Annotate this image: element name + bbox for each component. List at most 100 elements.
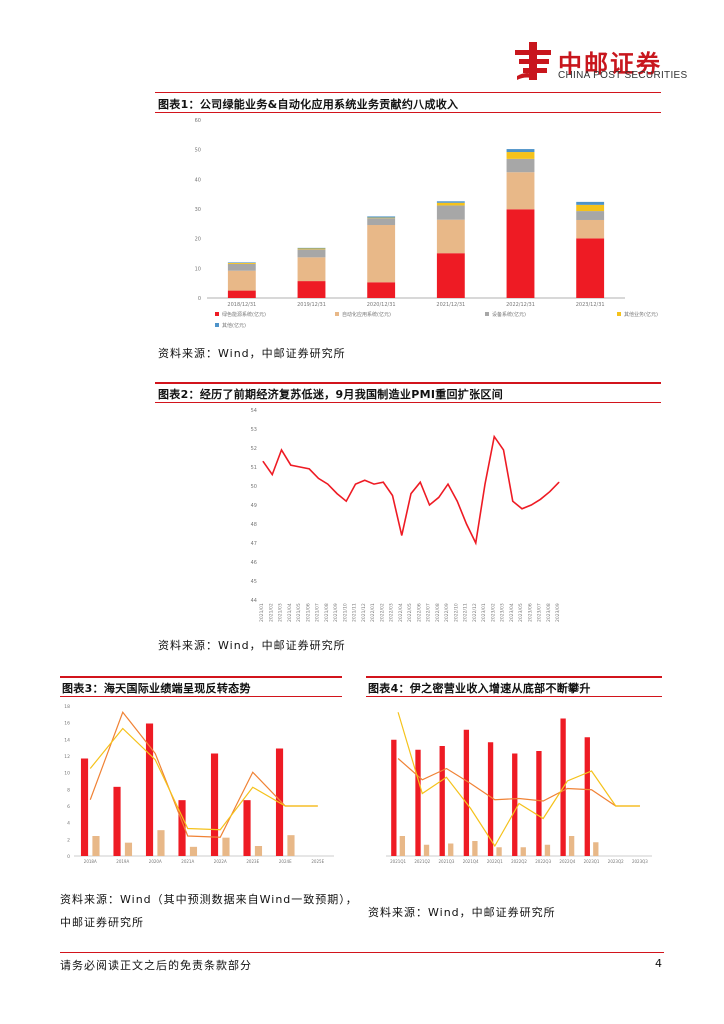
legend-swatch [617, 312, 621, 316]
pmi-data-point [392, 495, 393, 496]
x-tick-label: 2023/08 [546, 603, 552, 622]
stacked-bar-segment [367, 216, 396, 218]
y-tick-label: 53 [251, 427, 257, 433]
growth-line [397, 758, 640, 807]
pmi-data-point [475, 542, 477, 544]
bar [472, 841, 478, 856]
bar [80, 758, 89, 856]
pmi-data-point [262, 460, 264, 462]
x-tick-label: 2021/04 [287, 603, 293, 622]
pmi-data-point [410, 493, 412, 494]
figure2-title-rule [155, 402, 661, 403]
figure3-title-rule [60, 696, 342, 697]
x-tick-label: 2022/12/31 [506, 302, 535, 308]
stacked-bar-segment [227, 270, 256, 291]
y-tick-label: 30 [195, 207, 201, 213]
y-tick-label: 51 [251, 465, 257, 471]
x-tick-label: 2021Q4 [463, 859, 479, 864]
bar [439, 746, 445, 856]
x-tick-label: 2021/12 [361, 603, 367, 622]
pmi-data-point [281, 449, 282, 451]
pmi-series-line [262, 434, 560, 546]
y-tick-label: 0 [67, 854, 70, 860]
china-post-logo-icon [513, 40, 555, 82]
x-tick-label: 2023Q3 [632, 859, 648, 864]
figure2-chart: 44 45 46 47 48 49 50 51 52 53 54 2021/01 2021/02 2021… [251, 408, 561, 622]
stacked-bar-segment [367, 282, 396, 298]
bar [520, 847, 526, 856]
figure1-source: 资料来源：Wind，中邮证券研究所 [158, 347, 346, 360]
footer-rule [60, 952, 664, 953]
bar [568, 836, 575, 856]
y-tick-label: 52 [251, 446, 257, 452]
stacked-bar-segment [506, 152, 535, 159]
pmi-data-point [456, 500, 458, 502]
x-tick-label: 2021/02 [268, 603, 274, 622]
y-tick-label: 47 [251, 541, 257, 547]
stacked-bar-segment [297, 248, 326, 250]
pmi-data-point [429, 504, 430, 506]
pmi-data-point [382, 481, 384, 483]
figure3-source-line1: 资料来源：Wind（其中预测数据来自Wind一致预期）， [60, 893, 358, 906]
growth-line [89, 727, 318, 831]
pmi-data-point [512, 500, 514, 502]
y-tick-label: 49 [251, 503, 257, 509]
bar [448, 843, 454, 856]
stacked-bar-segment [297, 249, 326, 258]
figure1-title-rule [155, 112, 661, 113]
pmi-data-point [419, 481, 421, 483]
stacked-bar-segment [506, 149, 535, 153]
legend-swatch [485, 312, 489, 316]
stacked-bar-segment [436, 205, 465, 220]
y-tick-label: 12 [64, 754, 70, 760]
x-tick-label: 2022Q1 [487, 859, 503, 864]
legend-label: 自动化应用系统(亿元) [342, 311, 391, 318]
stacked-bar-segment [297, 257, 326, 282]
x-tick-label: 2022Q3 [535, 859, 551, 864]
x-tick-label: 2021A [181, 859, 194, 864]
bar [145, 723, 154, 856]
pmi-data-point [447, 483, 449, 485]
stacked-bar-segment [227, 262, 256, 263]
x-tick-label: 2021Q1 [390, 859, 406, 864]
figure2-source: 资料来源：Wind，中邮证券研究所 [158, 639, 346, 652]
figure4-title: 图表4：伊之密营业收入增速从底部不断攀升 [368, 682, 591, 695]
pmi-data-point [327, 483, 329, 485]
footer-disclaimer: 请务必阅读正文之后的免责条款部分 [60, 959, 252, 972]
x-tick-label: 2023/07 [537, 603, 543, 622]
bar [391, 739, 397, 856]
stacked-bar-segment [506, 209, 535, 298]
y-tick-label: 50 [251, 484, 257, 490]
x-tick-label: 2021/03 [278, 603, 284, 622]
pmi-data-point [521, 508, 523, 510]
y-tick-label: 40 [195, 177, 201, 183]
x-tick-label: 2021/05 [296, 603, 302, 622]
bar [536, 751, 542, 856]
y-tick-label: 8 [67, 787, 70, 793]
stacked-bar-segment [367, 218, 396, 226]
x-tick-label: 2021/01 [259, 603, 265, 622]
x-tick-label: 2021Q3 [439, 859, 455, 864]
stacked-bar-segment [436, 253, 465, 298]
figure1-top-rule [155, 92, 661, 93]
pmi-data-point [558, 481, 560, 483]
y-tick-label: 0 [198, 296, 201, 302]
growth-line [397, 712, 640, 848]
x-tick-label: 2023/06 [527, 603, 533, 622]
bar [423, 844, 430, 856]
x-tick-label: 2021/10 [342, 603, 348, 622]
x-tick-label: 2018A [84, 859, 97, 864]
bar [584, 737, 590, 856]
legend-label: 其他(亿元) [222, 322, 246, 329]
growth-line [89, 711, 318, 838]
bar [544, 844, 551, 856]
pmi-data-point [271, 474, 273, 475]
stacked-bar-segment [576, 204, 605, 212]
y-tick-label: 20 [195, 237, 201, 243]
bar [512, 753, 518, 856]
x-tick-label: 2022/11 [463, 603, 469, 622]
legend-swatch [335, 312, 339, 316]
y-tick-label: 10 [64, 771, 70, 777]
legend-label: 绿色能源系统(亿元) [222, 311, 266, 318]
figure1-title: 图表1：公司绿能业务&自动化应用系统业务贡献约八成收入 [158, 98, 459, 111]
